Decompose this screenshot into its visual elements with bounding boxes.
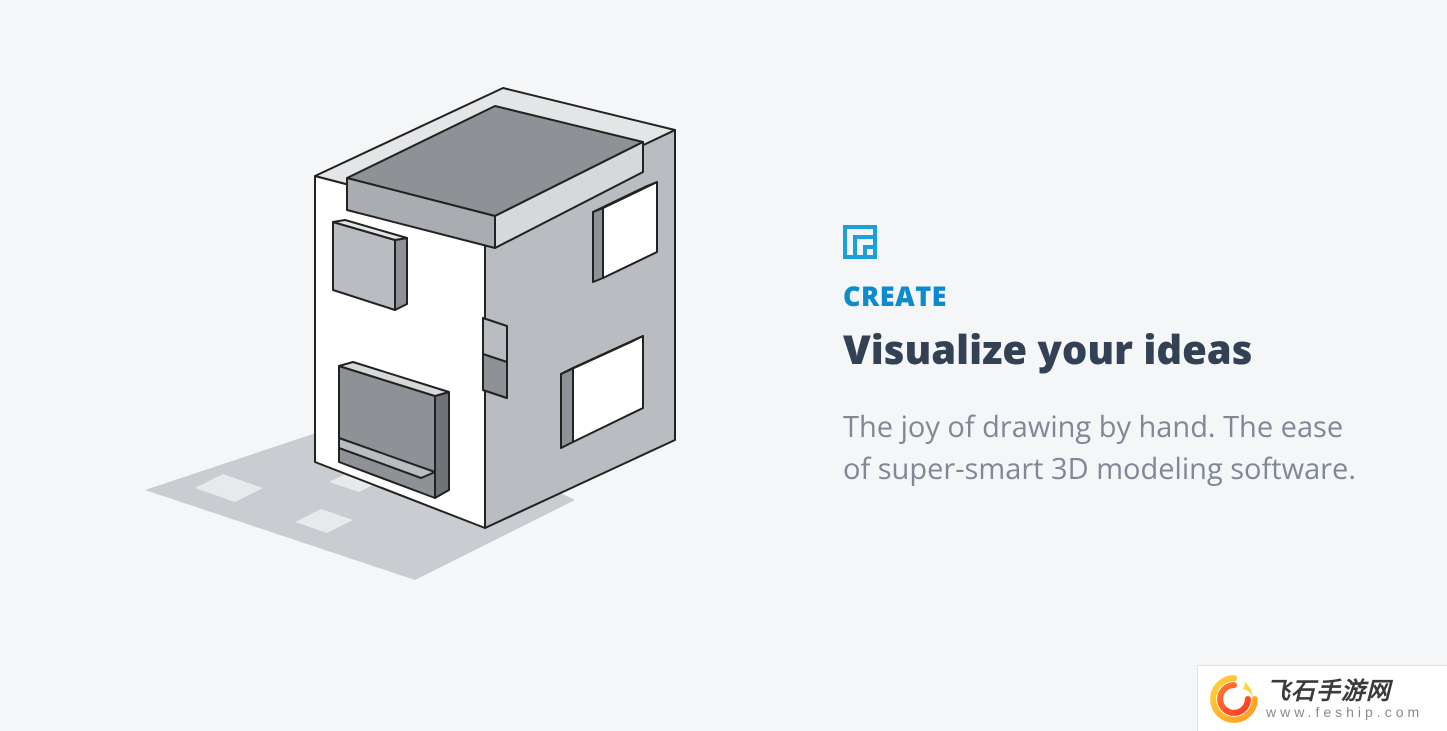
watermark-title: 飞石手游网 [1266,678,1423,703]
body-copy: The joy of drawing by hand. The ease of … [843,406,1363,490]
headline: Visualize your ideas [843,326,1363,372]
content-column: CREATE Visualize your ideas The joy of d… [843,225,1363,490]
watermark-logo-icon [1208,673,1260,725]
sketchup-icon [843,225,877,259]
watermark-url: www.feship.com [1266,705,1423,720]
eyebrow-label: CREATE [843,277,1363,314]
hero-illustration [95,70,745,610]
watermark-text: 飞石手游网 www.feship.com [1266,678,1423,720]
watermark-badge: 飞石手游网 www.feship.com [1197,665,1447,731]
building-3d-svg [95,70,745,610]
window-center-slit [483,318,507,398]
building-body [315,88,675,528]
